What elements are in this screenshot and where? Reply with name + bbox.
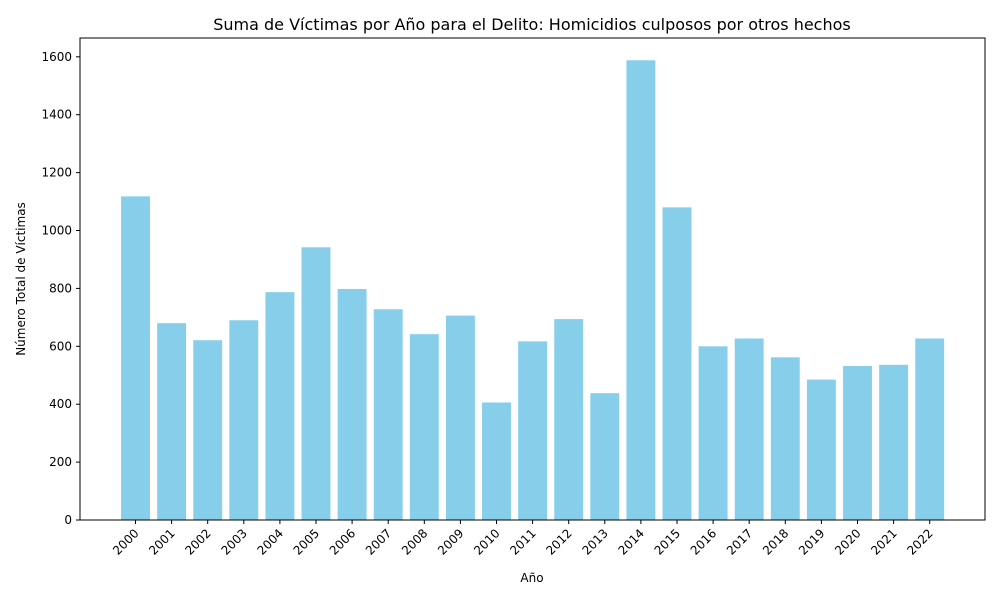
y-tick-label: 0 xyxy=(64,513,72,527)
y-tick-label: 600 xyxy=(49,339,72,353)
bar-2008 xyxy=(409,334,439,520)
y-tick-label: 200 xyxy=(49,455,72,469)
bar-2010 xyxy=(482,402,511,520)
bar-2016 xyxy=(698,346,728,520)
x-tick-label: 2018 xyxy=(760,526,791,557)
y-tick-label: 1400 xyxy=(41,108,72,122)
x-tick-label: 2008 xyxy=(399,526,430,557)
bar-2018 xyxy=(770,357,800,520)
bar-2004 xyxy=(265,292,295,520)
x-tick-label: 2020 xyxy=(832,526,863,557)
x-tick-label: 2021 xyxy=(868,526,899,557)
y-tick-label: 800 xyxy=(49,281,72,295)
bar-2015 xyxy=(662,207,692,520)
y-tick-label: 1600 xyxy=(41,50,72,64)
bar-2006 xyxy=(337,288,367,520)
x-tick-label: 2016 xyxy=(688,526,719,557)
x-tick-label: 2002 xyxy=(182,526,213,557)
bar-2011 xyxy=(518,341,548,520)
x-tick-label: 2006 xyxy=(327,526,358,557)
chart-title: Suma de Víctimas por Año para el Delito:… xyxy=(213,15,850,34)
x-tick-label: 2019 xyxy=(796,526,827,557)
bar-2013 xyxy=(590,393,620,520)
bar-2003 xyxy=(229,320,259,520)
bar-2012 xyxy=(554,319,584,520)
bar-2019 xyxy=(806,379,836,520)
bar-2021 xyxy=(879,364,909,520)
bar-2017 xyxy=(734,338,764,520)
bar-2020 xyxy=(843,365,872,520)
x-tick-label: 2007 xyxy=(363,526,394,557)
bar-2000 xyxy=(121,196,150,520)
x-tick-label: 2003 xyxy=(218,526,249,557)
y-tick-label: 400 xyxy=(49,397,72,411)
x-tick-label: 2009 xyxy=(435,526,466,557)
x-tick-label: 2010 xyxy=(471,526,502,557)
x-tick-label: 2001 xyxy=(146,526,177,557)
x-axis-label: Año xyxy=(520,571,543,585)
bar-2005 xyxy=(301,247,331,521)
bar-2007 xyxy=(373,309,403,520)
x-tick-label: 2011 xyxy=(507,526,538,557)
bar-2001 xyxy=(157,323,187,520)
y-tick-label: 1000 xyxy=(41,224,72,238)
bar-2014 xyxy=(626,60,656,520)
y-tick-label: 1200 xyxy=(41,166,72,180)
x-tick-label: 2014 xyxy=(616,526,647,557)
y-axis-label: Número Total de Víctimas xyxy=(14,202,28,356)
x-tick-label: 2012 xyxy=(543,526,574,557)
x-tick-label: 2004 xyxy=(255,526,286,557)
bar-2009 xyxy=(445,315,475,520)
bar-2022 xyxy=(915,338,945,520)
x-tick-label: 2022 xyxy=(904,526,935,557)
x-tick-label: 2000 xyxy=(110,526,141,557)
x-tick-label: 2017 xyxy=(724,526,755,557)
x-tick-label: 2005 xyxy=(291,526,322,557)
x-tick-label: 2013 xyxy=(579,526,610,557)
x-tick-label: 2015 xyxy=(652,526,683,557)
bar-2002 xyxy=(193,340,223,520)
